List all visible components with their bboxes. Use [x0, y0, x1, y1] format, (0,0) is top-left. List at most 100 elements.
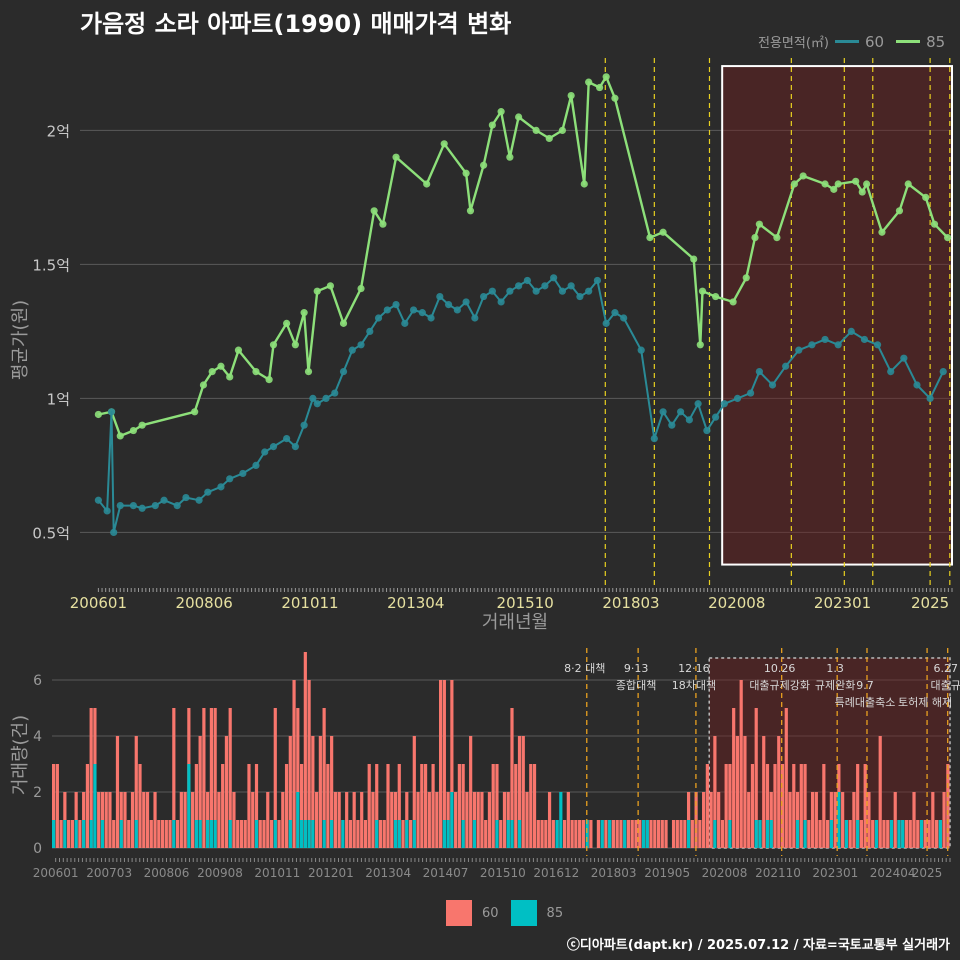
bar-60: [420, 764, 424, 848]
footer-credit: ⓒ디아파트(dapt.kr) / 2025.07.12 / 자료=국토교통부 실…: [566, 938, 950, 953]
series-60-point: [694, 400, 702, 408]
bar-60: [153, 792, 157, 848]
series-60-point: [782, 362, 790, 370]
bar-85: [844, 820, 848, 848]
volume-x-tick-label: 202110: [755, 866, 801, 880]
bar-60: [863, 764, 867, 848]
bar-60: [931, 792, 935, 848]
series-85-point: [392, 153, 400, 161]
bar-60: [198, 736, 202, 848]
bar-60: [713, 736, 717, 848]
bar-60: [578, 820, 582, 848]
series-85-point: [834, 180, 842, 188]
bar-60: [780, 764, 785, 848]
legend-title: 전용면적(㎡): [758, 36, 829, 51]
bar-85: [228, 820, 232, 848]
volume-x-tick-label: 202301: [812, 866, 858, 880]
bar-85: [341, 820, 345, 848]
bar-85: [495, 820, 499, 848]
volume-x-tick-label: 200908: [197, 866, 243, 880]
legend-label-85-bottom: 85: [546, 905, 564, 921]
series-85-point: [729, 298, 737, 306]
svg-text:거래량(건): 거래량(건): [10, 715, 31, 795]
bar-60: [833, 792, 837, 848]
series-60-point: [712, 413, 720, 421]
bar-60: [427, 792, 431, 848]
bar-60: [401, 820, 405, 848]
bar-85: [728, 820, 732, 848]
bar-60: [660, 820, 664, 848]
bar-60: [491, 764, 495, 848]
bar-60: [375, 764, 379, 848]
bar-85: [446, 820, 450, 848]
series-85-point: [944, 234, 952, 242]
bar-60: [363, 820, 368, 848]
policy-annotation: 규제완화: [815, 679, 855, 692]
series-60-point: [366, 327, 374, 335]
bar-85: [585, 820, 589, 848]
bar-85: [897, 820, 901, 848]
series-60-point: [558, 287, 567, 295]
bar-60: [927, 820, 931, 848]
bar-60: [168, 820, 172, 848]
bar-60: [547, 792, 552, 848]
bar-60: [465, 792, 469, 848]
volume-x-tick-label: 201803: [591, 866, 637, 880]
volume-y-tick-label: 0: [33, 841, 42, 857]
bar-60: [634, 820, 638, 848]
volume-x-tick-label: 201612: [533, 866, 579, 880]
bar-60: [604, 820, 608, 848]
bar-85: [510, 820, 514, 848]
bar-60: [871, 820, 875, 848]
bar-60: [239, 820, 244, 848]
bar-85: [63, 820, 67, 848]
bar-85: [938, 820, 942, 848]
series-85-point: [611, 94, 619, 102]
series-85-point: [370, 207, 378, 215]
bar-85: [450, 792, 454, 848]
bar-60: [517, 736, 522, 848]
policy-annotation: 특례대출축소: [835, 696, 896, 709]
series-85-point: [895, 207, 904, 215]
bar-60: [544, 820, 548, 848]
bar-60: [191, 792, 195, 848]
series-85-point: [878, 228, 886, 236]
series-85-point: [545, 134, 553, 143]
series-85-point: [379, 220, 387, 228]
bar-60: [345, 792, 349, 848]
bar-60: [615, 820, 619, 848]
bar-60: [254, 764, 259, 848]
series-60-point: [383, 306, 391, 314]
series-60-point: [733, 394, 742, 402]
series-85-point: [265, 376, 273, 384]
bar-60: [243, 820, 247, 848]
bar-85: [393, 820, 398, 848]
series-60-point: [795, 346, 803, 354]
bar-60: [514, 764, 518, 848]
series-85-point: [269, 341, 278, 349]
volume-x-tick-label: 201304: [365, 866, 411, 880]
bar-60: [717, 792, 721, 848]
series-85-point: [291, 341, 299, 349]
bar-85: [299, 820, 304, 848]
bar-60: [89, 708, 93, 848]
bar-60: [461, 764, 465, 848]
bar-85: [330, 820, 334, 848]
series-85-point: [129, 426, 138, 435]
series-85-point: [646, 234, 654, 242]
bar-85: [213, 820, 217, 848]
bar-60: [480, 792, 484, 848]
legend-line-85: [896, 40, 921, 43]
bar-85: [198, 820, 202, 848]
bar-85: [307, 820, 311, 848]
series-60-point: [471, 314, 479, 322]
bar-60: [469, 736, 473, 848]
bar-60: [378, 820, 383, 848]
price-x-tick-label: 200601: [70, 594, 127, 612]
series-60-point: [409, 306, 418, 314]
bar-85: [93, 764, 97, 848]
bar-85: [172, 820, 176, 848]
price-y-axis-label: 평균가(원): [10, 300, 31, 380]
series-60-point: [331, 389, 339, 397]
bar-60: [521, 736, 525, 848]
